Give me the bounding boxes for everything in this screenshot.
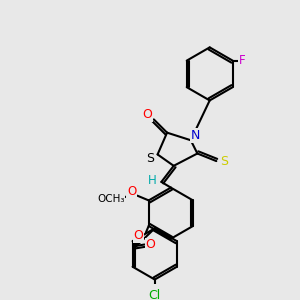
Text: O: O xyxy=(142,108,152,121)
Text: H: H xyxy=(148,173,156,187)
Text: O: O xyxy=(146,238,155,251)
Text: O: O xyxy=(127,185,136,198)
Text: N: N xyxy=(191,129,200,142)
Text: S: S xyxy=(146,152,154,165)
Text: S: S xyxy=(220,154,228,168)
Text: O: O xyxy=(133,229,143,242)
Text: Cl: Cl xyxy=(148,289,161,300)
Text: OCH₃: OCH₃ xyxy=(97,194,124,205)
Text: F: F xyxy=(239,54,245,67)
